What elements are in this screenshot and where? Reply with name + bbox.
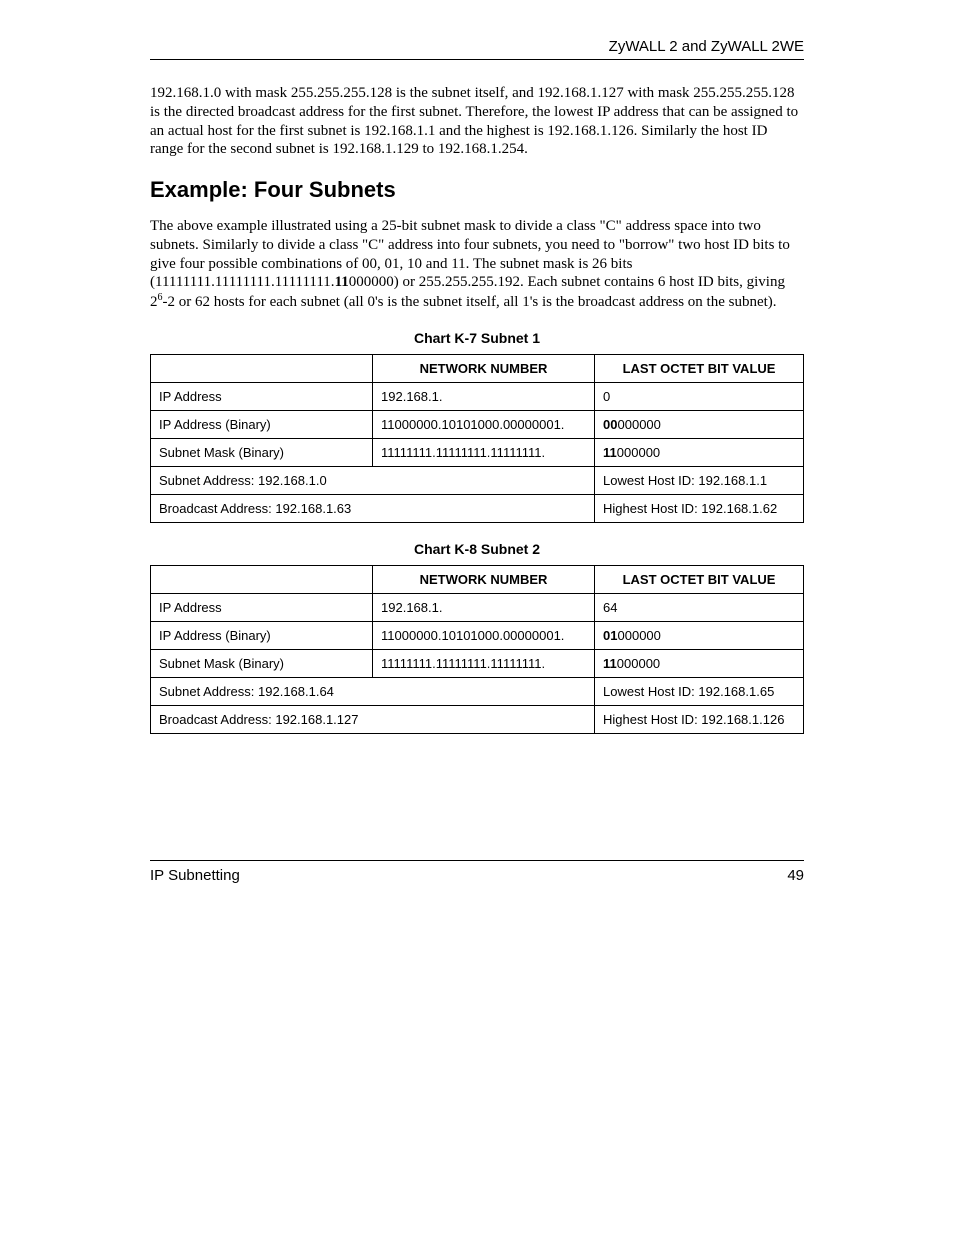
cell-highest-host: Highest Host ID: 192.168.1.62 (595, 494, 804, 522)
footer-page-number: 49 (787, 867, 804, 884)
cell-octet: 01000000 (595, 621, 804, 649)
table-header-blank (151, 354, 373, 382)
table-row: IP Address (Binary) 11000000.10101000.00… (151, 621, 804, 649)
table-header-row: NETWORK NUMBER LAST OCTET BIT VALUE (151, 354, 804, 382)
cell-label: Subnet Mask (Binary) (151, 649, 373, 677)
cell-network: 192.168.1. (373, 593, 595, 621)
cell-label: IP Address (151, 593, 373, 621)
para2-bold: 11 (335, 274, 349, 290)
table-row: Subnet Address: 192.168.1.0 Lowest Host … (151, 466, 804, 494)
page: ZyWALL 2 and ZyWALL 2WE 192.168.1.0 with… (0, 0, 954, 1235)
page-footer: IP Subnetting 49 (150, 860, 804, 884)
table-row: IP Address 192.168.1. 0 (151, 382, 804, 410)
table-header-blank (151, 565, 373, 593)
table-row: Broadcast Address: 192.168.1.63 Highest … (151, 494, 804, 522)
cell-network: 11000000.10101000.00000001. (373, 621, 595, 649)
table-row: Subnet Mask (Binary) 11111111.11111111.1… (151, 438, 804, 466)
footer-rule (150, 860, 804, 861)
cell-subnet-address: Subnet Address: 192.168.1.64 (151, 677, 595, 705)
example-paragraph: The above example illustrated using a 25… (150, 217, 804, 312)
cell-label: Subnet Mask (Binary) (151, 438, 373, 466)
cell-highest-host: Highest Host ID: 192.168.1.126 (595, 705, 804, 733)
table-row: Subnet Address: 192.168.1.64 Lowest Host… (151, 677, 804, 705)
cell-octet: 00000000 (595, 410, 804, 438)
table2-caption: Chart K-8 Subnet 2 (150, 541, 804, 557)
table-header-row: NETWORK NUMBER LAST OCTET BIT VALUE (151, 565, 804, 593)
cell-label: IP Address (Binary) (151, 621, 373, 649)
table-row: Subnet Mask (Binary) 11111111.11111111.1… (151, 649, 804, 677)
header-rule (150, 59, 804, 60)
cell-lowest-host: Lowest Host ID: 192.168.1.1 (595, 466, 804, 494)
table-header-network: NETWORK NUMBER (373, 565, 595, 593)
cell-network: 11111111.11111111.11111111. (373, 649, 595, 677)
header-title: ZyWALL 2 and ZyWALL 2WE (150, 38, 804, 55)
cell-octet: 11000000 (595, 438, 804, 466)
table-row: Broadcast Address: 192.168.1.127 Highest… (151, 705, 804, 733)
table-row: IP Address (Binary) 11000000.10101000.00… (151, 410, 804, 438)
subnet-table-2: NETWORK NUMBER LAST OCTET BIT VALUE IP A… (150, 565, 804, 734)
cell-network: 11111111.11111111.11111111. (373, 438, 595, 466)
cell-label: IP Address (Binary) (151, 410, 373, 438)
table-row: IP Address 192.168.1. 64 (151, 593, 804, 621)
cell-network: 11000000.10101000.00000001. (373, 410, 595, 438)
cell-network: 192.168.1. (373, 382, 595, 410)
cell-lowest-host: Lowest Host ID: 192.168.1.65 (595, 677, 804, 705)
cell-octet: 0 (595, 382, 804, 410)
para2-post: -2 or 62 hosts for each subnet (all 0's … (163, 294, 777, 310)
cell-subnet-address: Subnet Address: 192.168.1.0 (151, 466, 595, 494)
section-heading: Example: Four Subnets (150, 177, 804, 203)
table-header-lastoctet: LAST OCTET BIT VALUE (595, 354, 804, 382)
cell-broadcast-address: Broadcast Address: 192.168.1.63 (151, 494, 595, 522)
intro-paragraph: 192.168.1.0 with mask 255.255.255.128 is… (150, 84, 804, 159)
cell-octet: 64 (595, 593, 804, 621)
subnet-table-1: NETWORK NUMBER LAST OCTET BIT VALUE IP A… (150, 354, 804, 523)
cell-octet: 11000000 (595, 649, 804, 677)
footer-left: IP Subnetting (150, 867, 240, 884)
cell-broadcast-address: Broadcast Address: 192.168.1.127 (151, 705, 595, 733)
table-header-network: NETWORK NUMBER (373, 354, 595, 382)
table-header-lastoctet: LAST OCTET BIT VALUE (595, 565, 804, 593)
table1-caption: Chart K-7 Subnet 1 (150, 330, 804, 346)
cell-label: IP Address (151, 382, 373, 410)
